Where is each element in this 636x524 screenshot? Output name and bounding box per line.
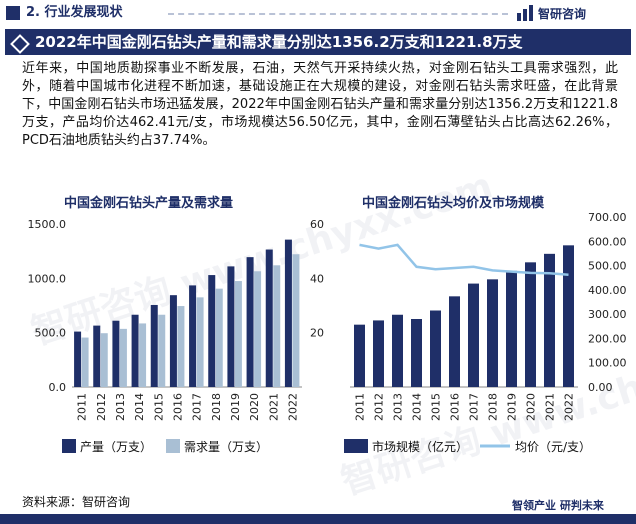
y2-tick-label: 200.00 <box>588 332 627 345</box>
brand-logo-icon <box>517 5 533 21</box>
x-tick-label: 2021 <box>267 393 280 421</box>
demand-bar <box>158 314 166 387</box>
demand-bar <box>292 254 300 387</box>
watermark-text: 智研咨询 www.chyxx.com <box>26 165 498 354</box>
section-title: 2. 行业发展现状 <box>26 5 123 20</box>
x-tick-label: 2012 <box>95 393 108 421</box>
market-size-bar <box>411 319 422 387</box>
legend-swatch <box>62 439 76 453</box>
demand-bar <box>273 265 281 387</box>
demand-bar <box>119 328 127 387</box>
top-bar: 2. 行业发展现状 智研咨询 <box>0 0 636 26</box>
x-tick-label: 2011 <box>354 393 367 421</box>
footer-slogan: 智领产业 研判未来 <box>512 499 604 512</box>
market-size-bar <box>544 253 555 387</box>
legend-label: 产量（万支） <box>80 440 152 454</box>
chart-2-title: 中国金刚石钻头均价及市场规模 <box>362 196 545 211</box>
x-tick-label: 2013 <box>114 393 127 421</box>
market-size-bar <box>468 283 479 387</box>
y-tick-label: 1000.0 <box>28 272 67 285</box>
x-tick-label: 2013 <box>392 393 405 421</box>
demand-bar <box>81 337 89 387</box>
watermark-text: 智研咨询 www.chyxx.com <box>336 315 636 504</box>
demand-bar <box>254 271 262 387</box>
x-tick-label: 2011 <box>76 393 89 421</box>
headline-text: 2022年中国金刚石钻头产量和需求量分别达1356.2万支和1221.8万支 <box>35 33 523 51</box>
x-tick-label: 2017 <box>191 393 204 421</box>
market-size-bar <box>487 279 498 387</box>
x-tick-label: 2015 <box>430 393 443 421</box>
chart-1-title: 中国金刚石钻头产量及需求量 <box>64 196 234 211</box>
market-size-bar <box>449 296 460 387</box>
footer-bar <box>0 514 636 524</box>
y2-tick-label: 600.00 <box>588 235 627 248</box>
x-tick-label: 2018 <box>210 393 223 421</box>
legend-label: 需求量（万支） <box>184 440 268 454</box>
demand-bar <box>215 288 223 387</box>
x-tick-label: 2020 <box>248 393 261 421</box>
market-size-bar <box>354 324 365 387</box>
legend-swatch <box>166 439 180 453</box>
y2-tick-label: 40 <box>310 272 324 285</box>
market-size-bar <box>525 262 536 387</box>
market-size-bar <box>430 310 441 387</box>
body-paragraph: 近年来，中国地质勘探事业不断发展，石油，天然气开采持续火热，对金刚石钻头工具需求… <box>22 61 618 148</box>
demand-bar <box>196 297 204 387</box>
brand-name: 智研咨询 <box>538 6 587 21</box>
demand-bar <box>100 333 108 387</box>
y2-tick-label: 500.00 <box>588 260 627 273</box>
diamond-icon <box>10 34 30 54</box>
x-tick-label: 2014 <box>411 393 424 421</box>
y-tick-label: 0.0 <box>49 381 67 394</box>
demand-bar <box>139 323 147 387</box>
market-size-bar <box>506 270 517 387</box>
x-tick-label: 2022 <box>286 393 299 421</box>
production-bar <box>131 314 139 387</box>
market-size-bar <box>373 320 384 387</box>
market-size-bar <box>563 245 574 387</box>
demand-bar <box>177 306 185 387</box>
x-tick-label: 2019 <box>229 393 242 421</box>
brand-logo: 智研咨询 <box>516 4 586 22</box>
y-tick-label: 1500.0 <box>28 218 67 231</box>
x-tick-label: 2014 <box>133 393 146 421</box>
y2-tick-label: 300.00 <box>588 308 627 321</box>
demand-bar <box>234 281 242 387</box>
x-tick-label: 2012 <box>373 393 386 421</box>
section-square-icon <box>6 6 20 20</box>
market-size-bar <box>392 314 403 387</box>
avg-price-line <box>359 243 569 276</box>
y2-tick-label: 20 <box>310 327 324 340</box>
x-tick-label: 2015 <box>152 393 165 421</box>
headline-banner: 2022年中国金刚石钻头产量和需求量分别达1356.2万支和1221.8万支 <box>5 29 631 55</box>
x-tick-label: 2016 <box>171 393 184 421</box>
y2-tick-label: 700.00 <box>588 211 627 224</box>
source-note: 资料来源：智研咨询 <box>22 495 131 509</box>
dashed-divider <box>168 13 508 15</box>
y2-tick-label: 400.00 <box>588 284 627 297</box>
